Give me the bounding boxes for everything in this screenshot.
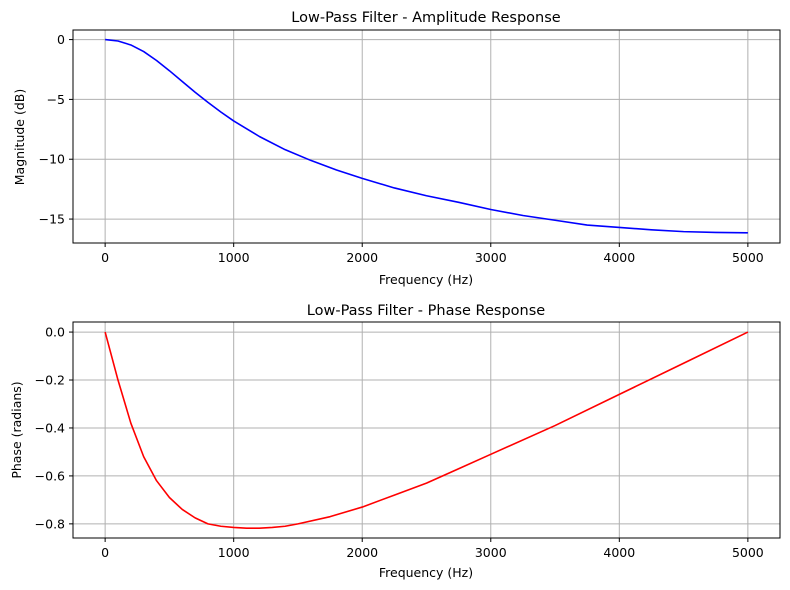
amplitude-ylabel: Magnitude (dB): [12, 89, 27, 185]
amplitude-title: Low-Pass Filter - Amplitude Response: [291, 10, 560, 26]
phase-ytick-label: 0.0: [45, 325, 65, 340]
amplitude-ytick-label: −10: [39, 152, 65, 167]
phase-xlabel: Frequency (Hz): [379, 565, 473, 580]
phase-xtick-label: 3000: [475, 545, 507, 560]
phase-ylabel: Phase (radians): [9, 381, 24, 478]
phase-plot: Low-Pass Filter - Phase Response 0 1000 20…: [9, 303, 781, 580]
amplitude-plot: Low-Pass Filter - Amplitude Response 0 10…: [12, 10, 781, 287]
phase-xtick-label: 5000: [732, 545, 764, 560]
amplitude-xtick-label: 1000: [218, 250, 250, 265]
phase-axes-frame: [72, 321, 781, 539]
amplitude-xtick-label: 0: [101, 250, 109, 265]
phase-ytick-label: −0.6: [35, 468, 65, 483]
amplitude-xtick-label: 3000: [475, 250, 507, 265]
amplitude-ytick-label: −15: [39, 212, 65, 227]
amplitude-ytick-label: 0: [57, 32, 65, 47]
amplitude-ytick-label: −5: [47, 92, 65, 107]
amplitude-axes-frame: [72, 29, 781, 244]
amplitude-series-line: [105, 38, 748, 234]
phase-title: Low-Pass Filter - Phase Response: [307, 303, 545, 319]
phase-xtick-label: 1000: [218, 545, 250, 560]
phase-ytick-label: −0.2: [35, 373, 65, 388]
phase-series-line: [104, 331, 749, 529]
amplitude-xtick-label: 4000: [603, 250, 635, 265]
amplitude-xlabel: Frequency (Hz): [379, 272, 473, 287]
phase-xtick-label: 0: [101, 545, 109, 560]
phase-xtick-label: 2000: [346, 545, 378, 560]
amplitude-xtick-label: 5000: [732, 250, 764, 265]
phase-xtick-label: 4000: [603, 545, 635, 560]
phase-ytick-label: −0.8: [35, 516, 65, 531]
amplitude-xtick-label: 2000: [346, 250, 378, 265]
phase-ytick-label: −0.4: [35, 420, 65, 435]
